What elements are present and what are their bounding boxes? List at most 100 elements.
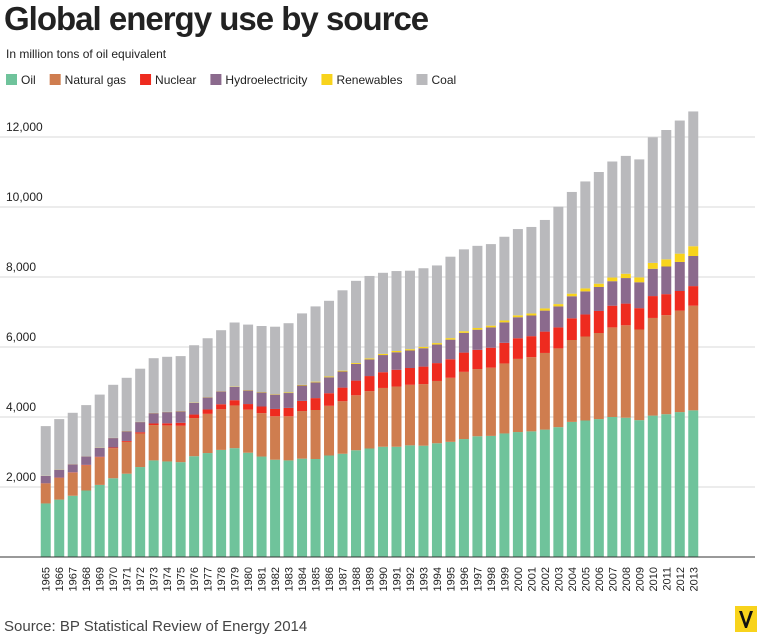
bar-segment xyxy=(216,330,227,392)
bar-segment xyxy=(297,400,308,412)
bar-segment xyxy=(297,385,308,401)
bar-segment xyxy=(418,366,429,385)
bar-segment xyxy=(391,271,402,351)
bar-segment xyxy=(593,419,604,557)
bar-segment xyxy=(121,440,132,442)
bar-segment xyxy=(324,405,335,456)
bar-segment xyxy=(404,350,415,368)
bar-segment xyxy=(620,155,631,274)
bar-segment xyxy=(243,404,254,410)
bar-segment xyxy=(108,438,119,448)
bar-segment xyxy=(148,413,159,424)
bar-segment xyxy=(256,413,267,457)
bar-segment xyxy=(54,499,65,557)
legend-swatch xyxy=(6,74,17,85)
bar-segment xyxy=(162,461,173,557)
bar-segment xyxy=(175,425,186,463)
bar-segment xyxy=(337,371,348,388)
bar-segment xyxy=(512,317,523,339)
bar-segment xyxy=(297,384,308,386)
x-tick-label: 2011 xyxy=(661,567,673,591)
bar-segment xyxy=(404,384,415,446)
x-tick-label: 1998 xyxy=(486,567,498,591)
bar-segment xyxy=(351,395,362,451)
bar-segment xyxy=(404,368,415,385)
bar-segment xyxy=(270,459,281,557)
bar-segment xyxy=(566,340,577,422)
bar-segment xyxy=(324,393,335,406)
bar-segment xyxy=(647,317,658,416)
bar-segment xyxy=(148,460,159,557)
bar-segment xyxy=(40,483,51,504)
bar-segment xyxy=(566,421,577,557)
bar-segment xyxy=(566,318,577,340)
x-tick-label: 1980 xyxy=(243,567,255,591)
bar-segment xyxy=(283,407,294,417)
bar-segment xyxy=(620,325,631,418)
source: Source: BP Statistical Review of Energy … xyxy=(4,618,307,635)
bar-segment xyxy=(337,387,348,402)
bar-segment xyxy=(553,327,564,349)
x-tick-label: 1988 xyxy=(351,567,363,591)
bar-segment xyxy=(647,296,658,318)
bar-segment xyxy=(270,408,281,417)
bar-segment xyxy=(404,445,415,557)
bar-segment xyxy=(661,130,672,260)
bar-segment xyxy=(647,268,658,297)
x-tick-label: 1966 xyxy=(54,567,66,591)
bar-segment xyxy=(539,310,550,332)
bar-segment xyxy=(458,249,469,332)
legend-swatch xyxy=(210,74,222,85)
bar-segment xyxy=(297,458,308,557)
bar-segment xyxy=(310,382,321,399)
x-tick-label: 1994 xyxy=(432,567,444,591)
bar-segment xyxy=(661,294,672,316)
x-tick-label: 2010 xyxy=(648,567,660,591)
bar-segment xyxy=(310,398,321,410)
bar-segment xyxy=(256,326,267,393)
x-tick-label: 1977 xyxy=(203,567,215,591)
bar-segment xyxy=(189,456,200,557)
bar-segment xyxy=(593,286,604,311)
bar-segment xyxy=(512,338,523,359)
bar-segment xyxy=(364,448,375,557)
bar-segment xyxy=(499,433,510,557)
bar-segment xyxy=(40,475,51,484)
bar-segment xyxy=(512,315,523,318)
bar-segment xyxy=(108,478,119,557)
bar-segment xyxy=(94,457,105,485)
bar-segment xyxy=(377,355,388,373)
bar-segment xyxy=(404,270,415,350)
bar-segment xyxy=(647,415,658,557)
legend-swatch xyxy=(416,74,428,85)
bar-segment xyxy=(202,409,213,414)
bar-segment xyxy=(337,453,348,557)
legend-swatch xyxy=(321,74,333,85)
bar-segment xyxy=(175,356,186,411)
bar-segment xyxy=(647,262,658,269)
x-tick-label: 1970 xyxy=(108,567,120,591)
bar-segment xyxy=(364,359,375,377)
bar-segment xyxy=(351,363,362,381)
legend-swatch xyxy=(140,74,152,85)
bar-segment xyxy=(337,370,348,372)
bar-segment xyxy=(40,503,51,557)
bar-segment xyxy=(485,435,496,557)
bar-segment xyxy=(526,315,537,337)
bar-segment xyxy=(634,308,645,330)
bar-segment xyxy=(431,380,442,444)
bar-segment xyxy=(202,453,213,557)
bar-segment xyxy=(485,367,496,436)
y-tick-label: 4,000 xyxy=(6,400,36,414)
bar-segment xyxy=(458,332,469,353)
bar-segment xyxy=(553,306,564,328)
x-tick-label: 2007 xyxy=(607,567,619,591)
bar-segment xyxy=(539,352,550,430)
x-tick-label: 2005 xyxy=(580,567,592,591)
bar-segment xyxy=(135,422,146,433)
bar-segment xyxy=(472,349,483,370)
x-tick-label: 2004 xyxy=(567,567,579,591)
bar-segment xyxy=(391,386,402,447)
bar-segment xyxy=(418,268,429,347)
x-tick-label: 1989 xyxy=(365,567,377,591)
